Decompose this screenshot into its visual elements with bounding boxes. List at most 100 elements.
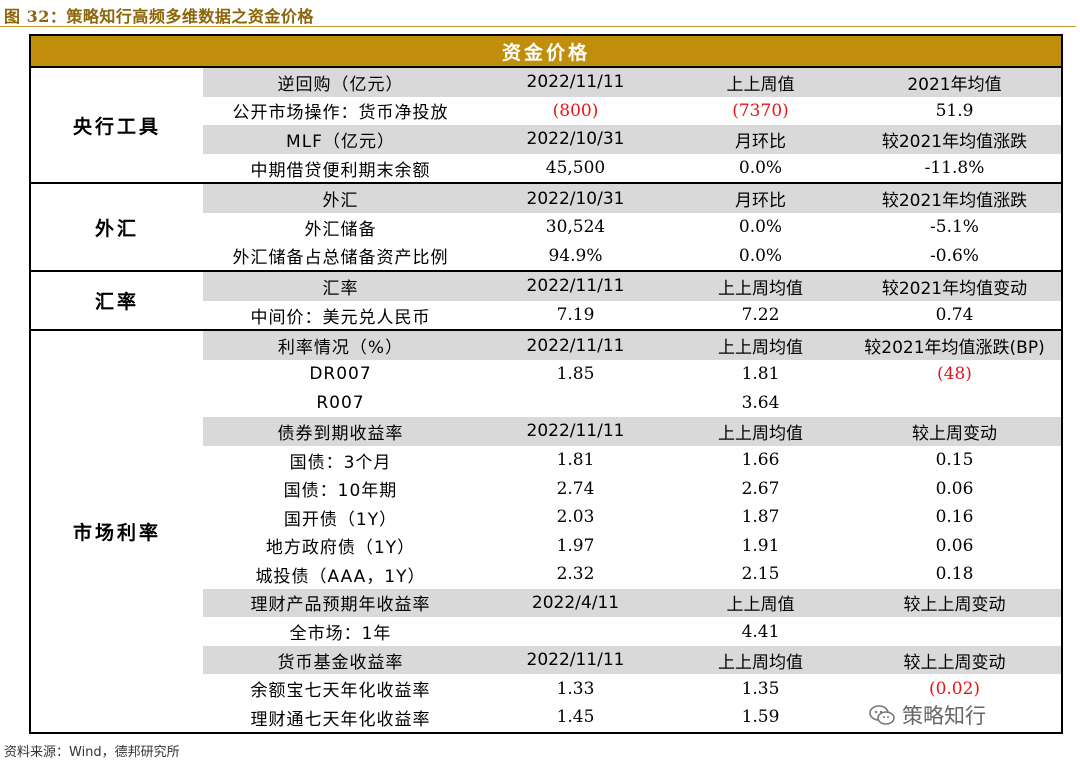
table-cell: 较2021年均值涨跌(BP) <box>864 338 1045 359</box>
figure-title: 图 32：策略知行高频多维数据之资金价格 <box>4 7 314 26</box>
table-cell: 外汇 <box>322 191 359 212</box>
table-cell: -0.6% <box>930 245 979 266</box>
table-cell: 货币基金收益率 <box>277 652 404 673</box>
table-cell: 94.9% <box>548 245 603 266</box>
table-cell: -11.8% <box>924 158 985 179</box>
table-row: 国开债（1Y） 2.03 1.87 0.16 <box>203 503 1061 532</box>
table-body: 央行工具 逆回购（亿元） 2022/11/11 上上周值 2021年均值 公开市场操作：货… <box>31 68 1061 732</box>
table-cell: -5.1% <box>930 217 979 238</box>
table-cell: 2022/10/31 <box>526 188 625 209</box>
source-note: 资料来源：Wind，德邦研究所 <box>4 745 180 760</box>
table-cell: 逆回购（亿元） <box>277 74 404 95</box>
table-cell: 较上周变动 <box>912 423 997 444</box>
sub-header-row: 利率情况（%） 2022/11/11 上上周均值 较2021年均值涨跌(BP) <box>203 331 1061 360</box>
table-cell: R007 <box>316 392 365 413</box>
table-row: 外汇储备 30,524 0.0% -5.1% <box>203 213 1061 242</box>
table-cell: 0.16 <box>935 507 974 528</box>
table-cell: 1.59 <box>741 707 780 728</box>
table-cell: 0.06 <box>935 478 974 499</box>
table-cell: 30,524 <box>545 217 606 238</box>
table-row: 中期借贷便利期末余额 45,500 0.0% -11.8% <box>203 154 1061 183</box>
funding-price-table: 资金价格 央行工具 逆回购（亿元） 2022/11/11 上上周值 2021年均值 公开市… <box>29 34 1063 734</box>
wechat-icon <box>869 705 895 725</box>
table-cell: 1.66 <box>741 450 780 471</box>
table-cell: (800) <box>552 100 599 121</box>
sub-header-row: 逆回购（亿元） 2022/11/11 上上周值 2021年均值 <box>203 68 1061 97</box>
table-cell: 0.0% <box>738 158 783 179</box>
table-cell: 7.19 <box>556 305 595 326</box>
section-label: 外汇 <box>94 217 139 240</box>
table-cell: 51.9 <box>935 100 974 121</box>
table-cell: (0.02) <box>928 678 981 699</box>
table-cell: 1.97 <box>556 535 595 556</box>
watermark-text: 策略知行 <box>902 704 986 728</box>
table-cell: 汇率 <box>322 278 359 299</box>
table-cell: 月环比 <box>735 191 786 212</box>
table-cell: 外汇储备 <box>304 219 377 240</box>
table-cell: 债券到期收益率 <box>277 423 404 444</box>
table-cell: DR007 <box>309 364 372 385</box>
table-cell: 45,500 <box>545 158 606 179</box>
table-cell: 地方政府债（1Y） <box>265 538 416 559</box>
table-cell: 上上周均值 <box>718 423 803 444</box>
table-cell: 4.41 <box>741 621 780 642</box>
table-cell: 1.87 <box>741 507 780 528</box>
table-cell: 上上周均值 <box>718 652 803 673</box>
table-header: 资金价格 <box>31 36 1061 68</box>
table-cell: 外汇储备占总储备资产比例 <box>232 248 449 269</box>
table-cell: 1.81 <box>741 364 780 385</box>
section-label: 市场利率 <box>72 522 161 544</box>
table-cell: 2022/10/31 <box>526 129 625 150</box>
section-rows: 利率情况（%） 2022/11/11 上上周均值 较2021年均值涨跌(BP) DR00… <box>203 331 1061 731</box>
section: 央行工具 逆回购（亿元） 2022/11/11 上上周值 2021年均值 公开市场操作：货… <box>31 68 1061 185</box>
table-cell: 0.74 <box>935 305 974 326</box>
watermark: 策略知行 <box>868 700 986 730</box>
table-cell: 2021年均值 <box>907 74 1002 95</box>
table-cell: 2022/11/11 <box>526 650 625 671</box>
table-cell: 国开债（1Y） <box>283 509 398 530</box>
table-row: 全市场：1年 4.41 <box>203 617 1061 646</box>
table-row: 地方政府债（1Y） 1.97 1.91 0.06 <box>203 532 1061 561</box>
table-cell: 2.67 <box>741 478 780 499</box>
table-cell: 上上周均值 <box>718 338 803 359</box>
table-cell: 1.91 <box>741 535 780 556</box>
table-cell: 0.18 <box>935 564 974 585</box>
table-cell: 较上上周变动 <box>903 652 1006 673</box>
sub-header-row: MLF（亿元） 2022/10/31 月环比 较2021年均值涨跌 <box>203 125 1061 154</box>
table-row: 国债：3个月 1.81 1.66 0.15 <box>203 446 1061 475</box>
table-cell: 2.03 <box>556 507 595 528</box>
table-cell: (48) <box>937 364 972 385</box>
table-row: 余额宝七天年化收益率 1.33 1.35 (0.02) <box>203 674 1061 703</box>
table-cell: (7370) <box>732 100 789 121</box>
table-cell: 2022/11/11 <box>526 72 625 93</box>
section-rows: 汇率 2022/11/11 上上周均值 较2021年均值变动 中间价：美元兑人民币 7.1… <box>203 272 1061 329</box>
table-row: 国债：10年期 2.74 2.67 0.06 <box>203 474 1061 503</box>
table-cell: 0.0% <box>738 245 783 266</box>
table-cell: 国债：10年期 <box>283 481 398 502</box>
section: 市场利率 利率情况（%） 2022/11/11 上上周均值 较2021年均值涨跌(BP)… <box>31 331 1061 731</box>
table-cell: 中间价：美元兑人民币 <box>250 307 431 328</box>
table-cell: 城投债（AAA，1Y） <box>255 566 426 587</box>
section-rows: 外汇 2022/10/31 月环比 较2021年均值涨跌 外汇储备 30,524 0.0% -… <box>203 184 1061 270</box>
table-cell: 上上周值 <box>726 74 795 95</box>
title-rule <box>0 26 1076 27</box>
table-cell: MLF（亿元） <box>286 131 395 152</box>
table-cell: 月环比 <box>735 131 786 152</box>
table-cell: 2.74 <box>556 478 595 499</box>
table-row: R007 3.64 <box>203 389 1061 418</box>
table-cell: 理财通七天年化收益率 <box>250 709 431 730</box>
table-cell: 利率情况（%） <box>277 338 404 359</box>
table-cell: 0.06 <box>935 535 974 556</box>
table-cell: 公开市场操作：货币净投放 <box>232 103 449 124</box>
sub-header-row: 汇率 2022/11/11 上上周均值 较2021年均值变动 <box>203 272 1061 301</box>
table-cell: 7.22 <box>741 305 780 326</box>
sub-header-row: 债券到期收益率 2022/11/11 上上周均值 较上周变动 <box>203 417 1061 446</box>
section-label: 汇率 <box>94 291 139 314</box>
table-cell: 中期借贷便利期末余额 <box>250 160 431 181</box>
table-cell: 1.33 <box>556 678 595 699</box>
table-cell: 1.85 <box>556 364 595 385</box>
table-cell: 1.45 <box>556 707 595 728</box>
table-cell: 2022/11/11 <box>526 276 625 297</box>
table-row: 城投债（AAA，1Y） 2.32 2.15 0.18 <box>203 560 1061 589</box>
table-cell: 余额宝七天年化收益率 <box>250 681 431 702</box>
